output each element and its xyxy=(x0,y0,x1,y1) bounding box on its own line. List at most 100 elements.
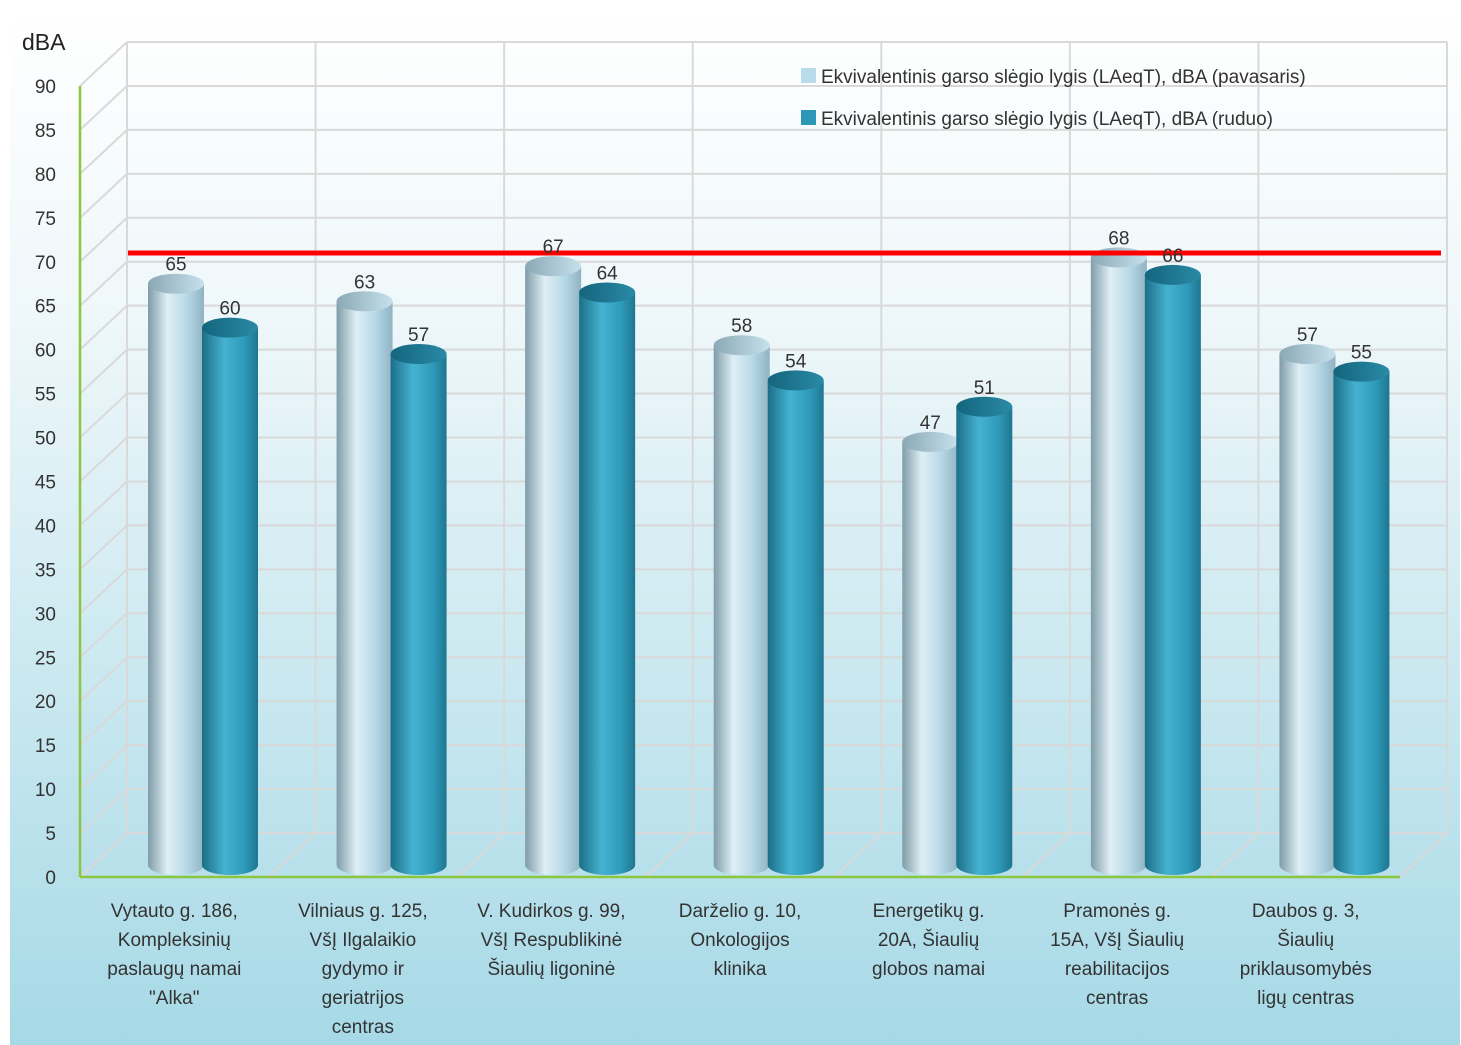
bar-body xyxy=(713,345,770,875)
data-labels: 65 60 63 57 67 64 58 54 47 51 68 66 57 55 xyxy=(165,228,1372,434)
y-tick-label: 0 xyxy=(45,868,56,889)
bar-cylinder xyxy=(525,256,582,876)
bar-body xyxy=(767,380,824,875)
bar-body xyxy=(336,301,393,875)
bars xyxy=(148,247,1390,876)
bar-body xyxy=(148,283,204,875)
bar-value-label: 58 xyxy=(731,316,752,337)
y-tick-label: 55 xyxy=(35,385,56,406)
gridline-side xyxy=(79,304,128,351)
bar-top xyxy=(1144,264,1201,285)
gridline-side xyxy=(79,41,128,87)
legend-label: Ekvivalentinis garso slėgio lygis (LAeqT… xyxy=(821,67,1306,88)
y-tick-label: 65 xyxy=(35,297,56,318)
x-tick-label: Vilniaus g. 125, VšĮ Ilgalaikio gydymo ir g… xyxy=(298,901,428,1038)
gridline-floor xyxy=(267,832,317,878)
bar-value-label: 54 xyxy=(785,351,807,372)
bar-cylinder xyxy=(579,282,636,875)
y-tick-label: 40 xyxy=(35,516,56,537)
gridline-floor xyxy=(1399,832,1448,878)
bar-body xyxy=(525,266,582,876)
gridline-floor xyxy=(645,832,694,878)
gridline-side xyxy=(79,568,128,615)
gridline-side xyxy=(79,85,128,131)
bar-value-label: 67 xyxy=(543,237,564,258)
bar-value-label: 57 xyxy=(1297,325,1318,346)
bar-value-label: 68 xyxy=(1108,228,1129,249)
x-tick-label: V. Kudirkos g. 99, VšĮ Respublikinė Šiauli… xyxy=(477,901,625,980)
gridline-side xyxy=(79,612,128,659)
bar-cylinder xyxy=(1090,247,1147,875)
bar-top xyxy=(336,291,393,312)
bar-cylinder xyxy=(956,396,1013,875)
gridline-floor xyxy=(456,832,505,878)
legend-swatch xyxy=(801,68,816,83)
gridline-floor xyxy=(1210,832,1260,878)
x-tick-label: Darželio g. 10, Onkologijos klinika xyxy=(679,901,802,980)
bar-cylinder xyxy=(390,344,447,875)
gridline-side xyxy=(79,348,128,395)
bar-body xyxy=(1144,274,1201,875)
y-tick-label: 85 xyxy=(35,121,56,142)
x-tick-label: Energetikų g. 20A, Šiaulių globos namai xyxy=(872,901,985,980)
gridline-side xyxy=(79,656,128,702)
y-tick-label: 75 xyxy=(35,209,56,230)
bar-body xyxy=(902,441,959,875)
bar-value-label: 47 xyxy=(920,413,941,434)
y-tick-label: 50 xyxy=(35,429,56,450)
x-tick-label: Daubos g. 3, Šiaulių priklausomybės ligų ce… xyxy=(1240,901,1372,1009)
bar-cylinder xyxy=(1144,264,1201,875)
y-tick-label: 35 xyxy=(35,560,56,581)
y-tick-label: 90 xyxy=(35,77,56,98)
bar-top xyxy=(956,396,1013,417)
y-tick-label: 70 xyxy=(35,253,56,274)
bar-top xyxy=(202,317,258,338)
y-tick-label: 25 xyxy=(35,648,56,669)
gridline-floor xyxy=(1022,832,1071,878)
gridline-side xyxy=(79,260,128,307)
bar-cylinder xyxy=(202,317,258,876)
gridline-side xyxy=(79,700,128,746)
bar-value-label: 60 xyxy=(219,299,240,320)
bar-body xyxy=(202,327,258,876)
y-tick-label: 15 xyxy=(35,736,56,757)
y-tick-label: 45 xyxy=(35,473,56,494)
bar-body xyxy=(1279,354,1336,875)
bar-cylinder xyxy=(336,291,393,875)
gridline-side xyxy=(79,480,128,527)
bar-top xyxy=(1279,344,1336,365)
gridline-side xyxy=(79,173,128,219)
y-tick-label: 80 xyxy=(35,165,56,186)
bar-top xyxy=(579,282,636,303)
bar-top xyxy=(525,256,582,277)
y-axis-unit-label: dBA xyxy=(22,29,66,55)
bar-value-label: 66 xyxy=(1162,246,1183,267)
bar-value-label: 57 xyxy=(408,325,429,346)
gridline-side xyxy=(79,524,128,571)
bar-cylinder xyxy=(1279,344,1336,875)
y-tick-label: 60 xyxy=(35,341,56,362)
axes: 0 5 10 15 20 25 30 35 40 45 50 55 60 65 70 75 80 85 90 xyxy=(35,77,1400,889)
y-tick-label: 30 xyxy=(35,604,56,625)
gridline-side xyxy=(79,744,128,790)
bar-cylinder xyxy=(1333,361,1390,875)
gridline-side xyxy=(79,436,128,483)
bar-cylinder xyxy=(767,370,824,875)
bar-top xyxy=(390,344,447,365)
bar-body xyxy=(390,354,447,875)
bar-value-label: 63 xyxy=(354,272,375,293)
x-tick-label: Pramonės g. 15A, VšĮ Šiaulių reabilitacijo… xyxy=(1050,901,1184,1009)
gridline-side xyxy=(79,392,128,439)
bar-top xyxy=(902,431,959,452)
bar-body xyxy=(1333,371,1390,875)
bar-top xyxy=(1333,361,1390,382)
legend-label: Ekvivalentinis garso slėgio lygis (LAeqT… xyxy=(821,109,1273,130)
bar-value-label: 55 xyxy=(1351,343,1372,364)
bar-top xyxy=(767,370,824,391)
gridline-side xyxy=(79,788,128,834)
bar-body xyxy=(1090,257,1147,875)
bar-cylinder xyxy=(713,335,770,875)
bar-body xyxy=(956,406,1013,875)
gridline-floor xyxy=(79,832,128,878)
